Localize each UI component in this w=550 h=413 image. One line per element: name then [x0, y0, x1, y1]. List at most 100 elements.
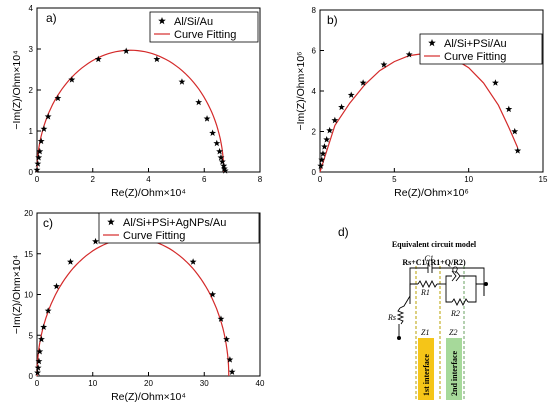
x-tick-label: 0 [318, 175, 323, 184]
x-tick-label: 40 [256, 379, 265, 388]
data-point-star [228, 368, 236, 375]
data-point-star [44, 307, 52, 314]
data-point-star [40, 323, 48, 331]
interface-2-bar [446, 338, 462, 400]
x-tick-label: 15 [539, 175, 548, 184]
y-tick-label: 15 [24, 250, 33, 259]
y-tick-label: 6 [312, 47, 317, 56]
data-point-star [318, 156, 326, 163]
x-axis-label: Re(Z)/Ohm×10⁴ [111, 391, 186, 403]
data-point-star [37, 137, 45, 145]
data-point-star [94, 55, 102, 63]
x-tick-label: 30 [200, 379, 209, 388]
data-point-star [218, 158, 226, 165]
data-point-star [217, 315, 225, 322]
data-point-star [209, 129, 217, 136]
data-point-star [68, 76, 76, 83]
data-point-star [67, 258, 74, 265]
data-point-star [220, 162, 228, 169]
data-point-star [34, 160, 42, 167]
r2-right-wire [468, 283, 484, 303]
label-r2: R2 [450, 309, 460, 318]
data-point-star [511, 127, 519, 135]
data-point-star [492, 79, 499, 86]
data-point-star [53, 282, 60, 290]
x-tick-label: 6 [202, 175, 207, 184]
label-z2: Z2 [449, 328, 457, 337]
data-point-star [178, 78, 186, 85]
x-tick-label: 8 [258, 175, 263, 184]
panel-tag: b) [327, 13, 338, 27]
y-tick-label: 0 [312, 168, 317, 177]
y-tick-label: 3 [29, 45, 34, 54]
data-point-star [319, 150, 327, 157]
data-point-star [35, 154, 43, 161]
y-tick-label: 20 [24, 209, 33, 218]
fit-curve-line [36, 237, 230, 377]
data-point-star [217, 154, 225, 161]
legend-entry-fit: Curve Fitting [444, 51, 506, 63]
circuit-equation: Rs+C1/(R1+Q/R2) [402, 258, 466, 267]
panel-tag: a) [46, 11, 57, 25]
fit-curve-line [319, 52, 519, 173]
circuit-wires [396, 263, 485, 336]
data-point-star [36, 147, 44, 155]
label-z1: Z1 [421, 328, 429, 337]
data-point-star [209, 290, 217, 298]
x-axis-label: Re(Z)/Ohm×10⁴ [111, 187, 186, 199]
data-point-star [34, 369, 41, 376]
circuit-panel: d) Equivalent circuit model Rs+C1/(R1+Q/… [338, 225, 488, 400]
data-point-star [359, 79, 367, 86]
interface-1-label: 1st interface [422, 354, 431, 396]
data-point-star [223, 335, 230, 343]
data-point-star [226, 356, 234, 363]
label-c1: C1 [424, 254, 433, 263]
x-tick-label: 0 [35, 175, 40, 184]
panel-b: 0 5 10 15 0 2 4 6 8 Re(Z)/Ohm×10⁶ −Im(Z)/Ohm×10⁶ b)… [295, 6, 548, 199]
x-tick-label: 5 [392, 175, 397, 184]
x-tick-label: 0 [35, 379, 40, 388]
legend-star-icon [428, 39, 436, 47]
y-axis-label: −Im(Z)/Ohm×10⁴ [11, 50, 23, 129]
q-right-wire [460, 275, 477, 284]
q-left-wire [445, 275, 452, 284]
x-tick-label: 4 [146, 175, 151, 184]
y-axis-label: −Im(Z)/Ohm×10⁶ [295, 51, 307, 130]
x-tick-label: 10 [88, 379, 97, 388]
interface-2-label: 2nd interface [450, 350, 459, 396]
data-point-star [216, 147, 224, 155]
y-tick-label: 2 [29, 86, 34, 95]
r1-left-wire [409, 283, 418, 296]
data-point-star [213, 139, 221, 147]
data-point-star [380, 61, 388, 68]
data-point-star [33, 166, 41, 173]
panel-tag: c) [43, 216, 53, 230]
data-point-star [92, 237, 99, 245]
circuit-title: Equivalent circuit model [392, 240, 477, 249]
y-tick-label: 1 [29, 127, 34, 136]
legend-box [149, 11, 259, 43]
data-point-star [220, 165, 228, 172]
x-tick-label: 20 [144, 379, 153, 388]
data-point-star [34, 364, 42, 371]
data-point-star [331, 116, 339, 124]
panel-c: 0 10 20 30 40 0 5 10 15 20 Re(Z)/Ohm×10⁴ −Im(Z)/Ohm… [11, 209, 265, 403]
legend-entry-data: Al/Si+PSi+AgNPs/Au [123, 217, 226, 229]
r1-resistor [417, 279, 438, 289]
terminal-right [484, 282, 488, 286]
data-point-star [195, 98, 203, 106]
data-point-star [405, 50, 413, 58]
y-tick-label: 10 [24, 291, 33, 300]
y-tick-label: 4 [29, 4, 34, 13]
legend-entry-fit: Curve Fitting [123, 230, 185, 242]
data-point-star [505, 105, 513, 113]
legend-entry-data: Al/Si+PSi/Au [444, 38, 507, 50]
y-tick-label: 4 [312, 87, 317, 96]
panel-a: 0 2 4 6 8 0 1 2 3 4 Re(Z)/Ohm×10⁴ −Im(Z)/Ohm×10⁴ a) A… [11, 4, 263, 199]
data-point-star [317, 162, 325, 169]
rs-resistor [396, 307, 405, 325]
data-point-star [122, 47, 130, 54]
data-point-star [36, 347, 44, 355]
